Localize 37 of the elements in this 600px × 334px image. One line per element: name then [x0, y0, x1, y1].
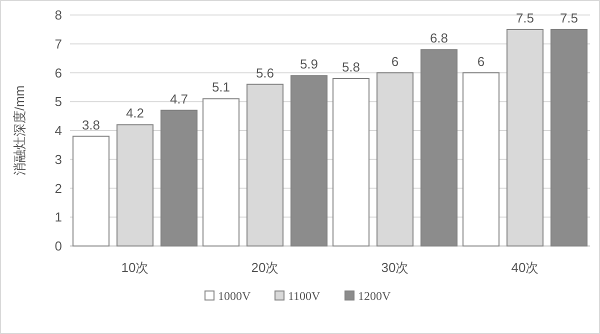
y-axis-title: 消融灶深度/mm: [12, 85, 27, 176]
data-label: 6: [477, 54, 485, 69]
legend-label: 1200V: [358, 289, 391, 303]
data-label: 6: [391, 54, 399, 69]
data-label: 6.8: [430, 30, 448, 46]
y-tick-label: 2: [54, 180, 62, 196]
data-label: 3.8: [82, 117, 100, 132]
y-tick-label: 5: [54, 94, 62, 110]
y-tick-label: 3: [54, 152, 62, 167]
bar: [462, 72, 500, 246]
bar: [202, 98, 240, 246]
data-label: 7.5: [516, 10, 534, 26]
x-tick-label: 40次: [511, 260, 539, 275]
data-label: 5.6: [256, 65, 274, 80]
legend-label: 1100V: [288, 289, 321, 303]
x-tick-label: 20次: [251, 260, 279, 275]
y-tick-label: 0: [54, 238, 62, 254]
data-label: 4.7: [170, 91, 188, 106]
legend-label: 1000V: [218, 289, 251, 303]
data-label: 5.1: [212, 80, 230, 95]
data-label: 5.9: [300, 56, 318, 72]
y-tick-label: 4: [54, 123, 62, 138]
y-tick-label: 7: [54, 36, 62, 52]
bar: [550, 28, 588, 246]
x-tick-label: 30次: [381, 260, 409, 275]
y-tick-label: 1: [54, 210, 62, 225]
bar: [332, 78, 370, 246]
data-label: 5.8: [342, 60, 360, 75]
y-tick-label: 8: [54, 8, 62, 22]
bar: [420, 49, 458, 246]
x-tick-label: 10次: [121, 260, 149, 275]
bar: [290, 75, 328, 246]
data-label: 7.5: [560, 10, 578, 26]
y-tick-label: 6: [54, 65, 62, 80]
bar: [160, 110, 198, 246]
data-label: 4.2: [126, 106, 144, 121]
bar: [72, 136, 110, 246]
